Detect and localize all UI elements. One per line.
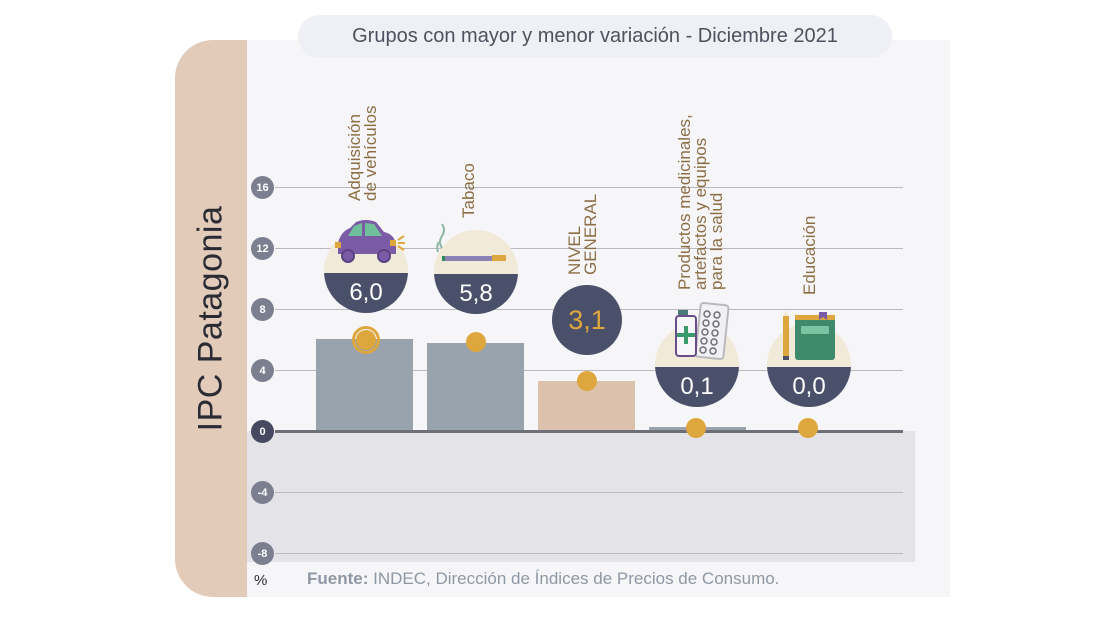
bar-tabaco [427,343,524,431]
negative-area [247,431,915,562]
badge-value: 5,8 [459,279,493,307]
value-badge-educacion: 0,0 [767,323,851,407]
badge-bottom: 0,1 [655,366,739,407]
label-line: Tabaco [459,163,478,218]
highlight-ring [352,326,380,354]
data-dot-educacion [798,418,818,438]
unit-label: % [254,572,268,589]
source-label: Fuente: [307,569,369,588]
value-badge-tabaco: 5,8 [434,230,518,314]
badge-top [434,230,518,274]
region-title-text: IPC Patagonia [191,205,230,432]
label-line: para la salud [707,192,726,290]
zero-line [275,430,903,433]
gridline-4 [275,370,903,371]
label-line: GENERAL [581,193,600,275]
y-tick-0: 0 [251,420,274,443]
data-dot-nivel-general [577,371,597,391]
category-label-tabaco: Tabaco [459,163,478,218]
value-badge-nivel-general: 3,1 [552,285,622,355]
badge-bottom: 5,8 [434,273,518,314]
y-tick-neg4: -4 [251,481,274,504]
label-line: de vehículos [361,105,380,201]
chart-title-text: Grupos con mayor y menor variación - Dic… [352,25,838,47]
data-dot-productos-medicinales [686,418,706,438]
chart-title: Grupos con mayor y menor variación - Dic… [298,15,892,58]
source-text: INDEC, Dirección de Índices de Precios d… [368,569,780,588]
y-tick-16: 16 [251,176,274,199]
gridline-neg8 [275,553,903,554]
car-icon [335,220,405,263]
medicine-icon [675,302,730,360]
badge-bottom: 6,0 [324,272,408,313]
y-tick-neg8: -8 [251,542,274,565]
badge-value: 0,1 [680,372,714,400]
badge-value: 6,0 [349,278,383,306]
category-label-nivel-general: NIVEL GENERAL [565,193,600,275]
y-tick-12: 12 [251,237,274,260]
y-tick-8: 8 [251,298,274,321]
book-pencil-icon [783,310,835,360]
category-label-productos-medicinales: Productos medicinales, artefactos y equi… [675,114,726,290]
badge-value: 3,1 [568,304,606,335]
label-line: Educación [800,215,819,295]
data-dot-tabaco [466,332,486,352]
bar-vehiculos [316,339,413,431]
data-dot-vehiculos [356,330,376,350]
gridline-12 [275,248,903,249]
category-label-vehiculos: Adquisición de vehículos [345,105,380,201]
badge-bottom: 0,0 [767,366,851,407]
cigarette-icon [436,223,506,261]
gridline-neg4 [275,492,903,493]
source-note: Fuente: INDEC, Dirección de Índices de P… [307,569,779,589]
badge-value: 0,0 [792,372,826,400]
gridline-16 [275,187,903,188]
side-panel [175,40,247,597]
category-label-educacion: Educación [800,215,819,295]
region-title: IPC Patagonia [175,40,247,597]
y-tick-4: 4 [251,359,274,382]
